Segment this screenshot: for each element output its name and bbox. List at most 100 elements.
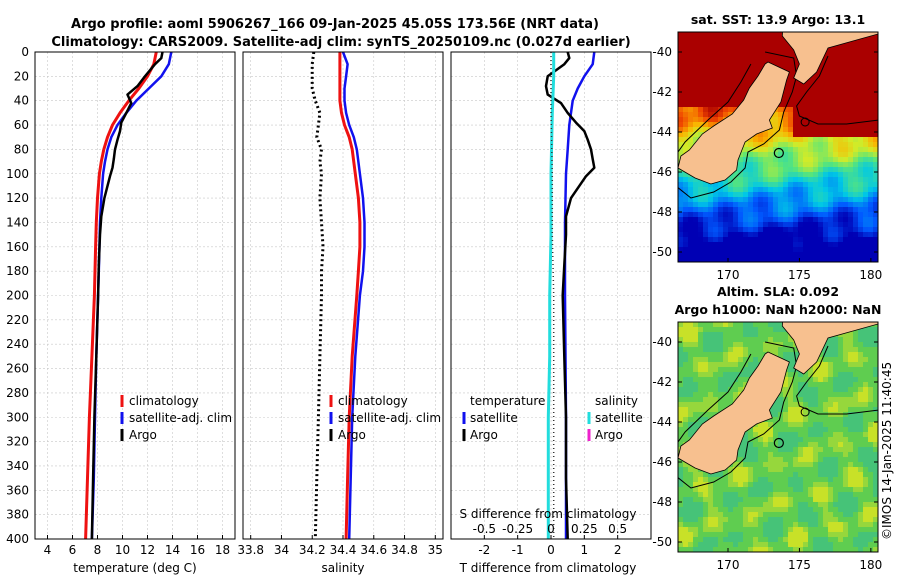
map-pixel	[823, 82, 829, 88]
map-pixel	[753, 462, 759, 468]
map-pixel	[798, 142, 804, 148]
map-pixel	[823, 367, 829, 373]
map-pixel	[733, 77, 739, 83]
map-pixel	[728, 352, 734, 358]
map-pixel	[803, 422, 809, 428]
map-pixel	[848, 147, 854, 153]
map-pixel	[833, 372, 839, 378]
map-pixel	[813, 367, 819, 373]
map-pixel	[678, 517, 684, 523]
map-pixel	[758, 542, 764, 548]
map-pixel	[843, 127, 849, 133]
map-pixel	[688, 127, 694, 133]
map-pixel	[838, 92, 844, 98]
map-pixel	[738, 192, 744, 198]
map-pixel	[683, 227, 689, 233]
map-pixel	[868, 387, 874, 393]
map-pixel	[813, 197, 819, 203]
map-pixel	[873, 167, 878, 173]
map-pixel	[708, 537, 714, 543]
map-pixel	[838, 352, 844, 358]
map-pixel	[858, 432, 864, 438]
map-pixel	[753, 57, 759, 63]
map-pixel	[788, 182, 794, 188]
map-pixel	[788, 542, 794, 548]
map-pixel	[843, 177, 849, 183]
map-pixel	[808, 172, 814, 178]
map-pixel	[753, 52, 759, 58]
map-pixel	[683, 352, 689, 358]
map-pixel	[788, 97, 794, 103]
map-pixel	[708, 502, 714, 508]
map-pixel	[843, 342, 849, 348]
map-pixel	[688, 367, 694, 373]
map-pixel	[688, 62, 694, 68]
map-pixel	[828, 357, 834, 363]
map-pixel	[718, 212, 724, 218]
map-pixel	[833, 167, 839, 173]
map-pixel	[753, 207, 759, 213]
map-pixel	[823, 517, 829, 523]
map-pixel	[848, 142, 854, 148]
map-pixel	[683, 247, 689, 253]
map-pixel	[843, 537, 849, 543]
map-pixel	[703, 247, 709, 253]
map-pixel	[773, 192, 779, 198]
map-pixel	[693, 57, 699, 63]
map-pixel	[803, 387, 809, 393]
map-pixel	[813, 402, 819, 408]
map-pixel	[693, 367, 699, 373]
map-pixel	[688, 497, 694, 503]
map-pixel	[858, 417, 864, 423]
map-pixel	[873, 152, 878, 158]
map-pixel	[848, 482, 854, 488]
map-pixel	[808, 507, 814, 513]
map-pixel	[743, 47, 749, 53]
map-pixel	[733, 212, 739, 218]
map-pixel	[718, 507, 724, 513]
map-pixel	[733, 337, 739, 343]
map-pixel	[678, 327, 684, 333]
map-pixel	[793, 432, 799, 438]
map-pixel	[698, 237, 704, 243]
map-pixel	[698, 117, 704, 123]
map-pixel	[793, 512, 799, 518]
map-pixel	[868, 142, 874, 148]
map-pixel	[803, 157, 809, 163]
map-pixel	[858, 237, 864, 243]
map-pixel	[828, 72, 834, 78]
map-pixel	[743, 467, 749, 473]
map-pixel	[783, 42, 789, 48]
map-pixel	[683, 87, 689, 93]
map-pixel	[793, 532, 799, 538]
map-pixel	[853, 332, 859, 338]
map-pixel	[808, 522, 814, 528]
map-pixel	[783, 147, 789, 153]
map-pixel	[703, 32, 709, 38]
map-pixel	[738, 332, 744, 338]
map-pixel	[873, 197, 878, 203]
map-pixel	[683, 177, 689, 183]
map-pixel	[858, 122, 864, 128]
map-pixel	[748, 497, 754, 503]
map-pixel	[873, 72, 878, 78]
map-pixel	[783, 472, 789, 478]
map-pixel	[833, 507, 839, 513]
map-pixel	[813, 397, 819, 403]
map-pixel	[678, 72, 684, 78]
map-pixel	[678, 347, 684, 353]
map-pixel	[743, 157, 749, 163]
map-pixel	[828, 237, 834, 243]
map-pixel	[773, 352, 779, 358]
map-pixel	[818, 382, 824, 388]
map-pixel	[743, 462, 749, 468]
map-pixel	[798, 432, 804, 438]
map-pixel	[873, 367, 878, 373]
map-pixel	[748, 462, 754, 468]
map-pixel	[713, 497, 719, 503]
temperature-tick-label: 8	[94, 543, 102, 557]
map-pixel	[693, 132, 699, 138]
map-pixel	[738, 487, 744, 493]
map-pixel	[768, 252, 774, 258]
map-pixel	[748, 332, 754, 338]
